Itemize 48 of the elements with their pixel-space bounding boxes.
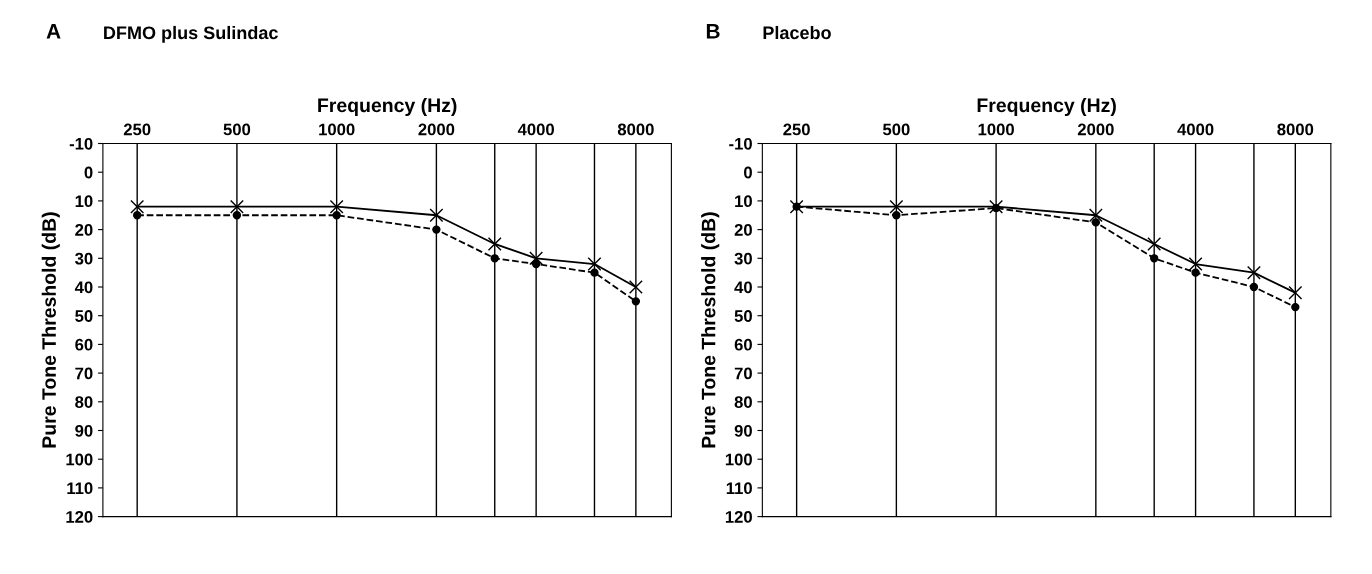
y-tick-label: 120 xyxy=(725,511,752,523)
x-tick-label: 500 xyxy=(223,123,251,136)
x-tick-label: 8000 xyxy=(617,123,654,136)
x-axis-title: Frequency (Hz) xyxy=(977,97,1116,117)
y-tick-label: 60 xyxy=(75,338,93,351)
y-axis-title: Pure Tone Threshold (dB) xyxy=(701,212,720,448)
y-tick-label: 50 xyxy=(75,310,93,322)
chart-title: DFMO plus Sulindac xyxy=(104,25,278,43)
x-tick-label: 2000 xyxy=(418,123,455,136)
x-tick-label: 2000 xyxy=(1077,123,1114,136)
y-tick-label: 100 xyxy=(66,453,93,466)
y-tick-label: 40 xyxy=(74,281,93,294)
y-tick-label: 0 xyxy=(744,166,752,179)
y-tick-label: 30 xyxy=(75,252,93,265)
x-tick-label: 250 xyxy=(123,123,151,136)
y-tick-label: 60 xyxy=(734,338,752,351)
y-tick-label: 110 xyxy=(726,482,752,495)
y-tick-label: 20 xyxy=(734,224,752,236)
y-tick-label: 80 xyxy=(734,396,752,408)
y-tick-label: 100 xyxy=(725,453,752,466)
x-tick-label: 8000 xyxy=(1277,123,1314,136)
y-tick-label: 50 xyxy=(734,310,752,322)
y-tick-label: 90 xyxy=(734,424,752,437)
x-axis-title: Frequency (Hz) xyxy=(318,97,457,117)
x-tick-label: 250 xyxy=(783,123,810,136)
y-tick-label: -10 xyxy=(69,137,93,150)
y-tick-label: 90 xyxy=(75,424,93,437)
y-tick-label: 70 xyxy=(734,367,752,380)
y-tick-label: -10 xyxy=(729,137,752,150)
y-tick-label: 120 xyxy=(66,511,93,523)
y-tick-label: 10 xyxy=(75,195,93,208)
x-tick-label: 1000 xyxy=(978,123,1014,136)
y-tick-label: 10 xyxy=(735,195,752,208)
y-tick-label: 20 xyxy=(75,224,93,236)
x-tick-label: 1000 xyxy=(319,123,355,136)
text: B xyxy=(706,24,720,39)
y-tick-label: 30 xyxy=(734,252,752,265)
y-tick-label: 0 xyxy=(84,166,93,179)
y-tick-label: 70 xyxy=(75,367,93,380)
chart-title: Placebo xyxy=(763,25,831,40)
text: A xyxy=(46,24,61,39)
y-tick-label: 40 xyxy=(734,281,752,294)
x-tick-label: 4000 xyxy=(517,123,554,136)
y-tick-label: 80 xyxy=(75,396,93,408)
x-tick-label: 4000 xyxy=(1177,123,1214,136)
x-tick-label: 500 xyxy=(882,123,910,136)
y-tick-label: 110 xyxy=(67,482,93,495)
y-axis-title: Pure Tone Threshold (dB) xyxy=(41,212,60,448)
